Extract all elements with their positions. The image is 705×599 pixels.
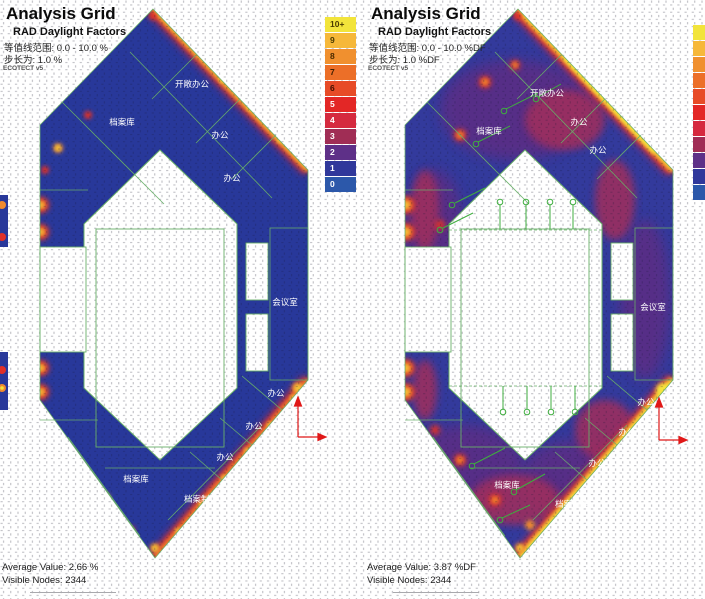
room-label-office: 办公 [223, 173, 241, 183]
legend-swatch [693, 73, 705, 88]
room-labels: 开敞办公 办公 办公 档案库 会议室 办公 办公 办公 档案库 档案制作 [109, 79, 298, 504]
contour-range-label: 等值线范围: 0.0 - 10.0 %DF [369, 43, 486, 54]
room-label-archive: 档案库 [494, 480, 520, 490]
room-label-production: 档案制作 [184, 494, 219, 504]
room-label-office: 办公 [245, 421, 263, 431]
legend-swatch: 0 [325, 177, 356, 192]
analysis-panel-left: 开敞办公 办公 办公 档案库 会议室 办公 办公 办公 档案库 档案制作 Ana… [0, 0, 352, 599]
bottom-rule [393, 592, 479, 593]
axis-marker [654, 396, 689, 445]
room-label-production: 档案制作 [555, 499, 590, 509]
axis-marker [293, 395, 328, 442]
central-courtyard [448, 149, 603, 461]
legend-swatch: 7 [325, 65, 356, 80]
visible-nodes-label: Visible Nodes: 2344 [2, 575, 87, 586]
room-labels: 开敞办公 办公 办公 档案库 会议室 办公 办公 办公 档案库 档案制作 [476, 88, 666, 509]
room-label-office: 办公 [216, 452, 234, 462]
legend-swatch: 9 [325, 33, 356, 48]
legend-swatch-label: 7 [330, 67, 335, 77]
legend-swatch: 5 [325, 97, 356, 112]
west-edge-strip [0, 195, 8, 410]
central-courtyard [83, 149, 238, 461]
room-label-office: 办公 [589, 145, 607, 155]
legend-swatch [693, 153, 705, 168]
daylight-factor-legend-clipped [693, 25, 705, 201]
legend-swatch: 2 [325, 145, 356, 160]
visible-nodes-label: Visible Nodes: 2344 [367, 575, 452, 586]
contour-step-label: 步长为: 1.0 % [4, 55, 63, 66]
legend-swatch: 10+ [325, 17, 356, 32]
room-label-meeting: 会议室 [640, 302, 666, 312]
legend-swatch [693, 185, 705, 200]
room-label-meeting: 会议室 [272, 297, 298, 307]
legend-swatch-label: 1 [330, 163, 335, 173]
contour-range-label: 等值线范围: 0.0 - 10.0 % [4, 43, 109, 54]
room-label-office: 办公 [267, 388, 285, 398]
west-lightwell [39, 246, 87, 353]
analysis-panel-right: 开敞办公 办公 办公 档案库 会议室 办公 办公 办公 档案库 档案制作 Ana… [365, 0, 705, 599]
room-label-office: 办公 [588, 458, 606, 468]
bottom-rule [30, 592, 116, 593]
daylight-factor-legend: 10+ 9 8 7 6 5 4 3 2 1 0 [325, 17, 356, 193]
legend-swatch: 8 [325, 49, 356, 64]
room-label-office: 办公 [211, 130, 229, 140]
meeting-room-slots [245, 242, 269, 372]
room-label-open-office: 开敞办公 [175, 79, 210, 89]
app-version-label: ECOTECT v5 [3, 65, 44, 72]
room-label-archive: 档案库 [476, 126, 502, 136]
legend-swatch-label: 3 [330, 131, 335, 141]
legend-swatch [693, 137, 705, 152]
building-outline [39, 8, 309, 559]
legend-swatch [693, 89, 705, 104]
legend-swatch [693, 121, 705, 136]
legend-swatch: 3 [325, 129, 356, 144]
legend-swatch-label: 5 [330, 99, 335, 109]
legend-swatch-label: 10+ [330, 19, 345, 29]
room-label-archive: 档案库 [123, 474, 149, 484]
app-version-label: ECOTECT v5 [368, 65, 409, 72]
contour-step-label: 步长为: 1.0 %DF [369, 55, 440, 66]
floor-plan-left: 开敞办公 办公 办公 档案库 会议室 办公 办公 办公 档案库 档案制作 [0, 8, 328, 559]
legend-swatch-label: 8 [330, 51, 335, 61]
legend-swatch-label: 0 [330, 179, 335, 189]
west-lightwell [404, 246, 452, 353]
legend-swatch-label: 9 [330, 35, 335, 45]
legend-swatch-label: 2 [330, 147, 335, 157]
floor-plan-right: 开敞办公 办公 办公 档案库 会议室 办公 办公 办公 档案库 档案制作 [404, 8, 689, 559]
legend-swatch: 4 [325, 113, 356, 128]
legend-swatch-label: 6 [330, 83, 335, 93]
building-outline [404, 8, 674, 559]
legend-swatch: 6 [325, 81, 356, 96]
legend-swatch: 1 [325, 161, 356, 176]
legend-swatch [693, 25, 705, 40]
room-label-open-office: 开敞办公 [530, 88, 565, 98]
room-label-office: 办公 [570, 117, 588, 127]
page-title: Analysis Grid [6, 4, 116, 23]
average-value-label: Average Value: 2.66 % [2, 562, 99, 573]
legend-swatch-label: 4 [330, 115, 335, 125]
legend-swatch [693, 41, 705, 56]
legend-swatch [693, 57, 705, 72]
room-label-office: 办公 [618, 427, 636, 437]
page-title: Analysis Grid [371, 4, 481, 23]
legend-swatch [693, 169, 705, 184]
meeting-room-slots [610, 242, 634, 372]
analysis-subtitle: RAD Daylight Factors [13, 26, 127, 38]
sensor-markers [436, 83, 579, 524]
room-label-office: 办公 [637, 397, 655, 407]
analysis-subtitle: RAD Daylight Factors [378, 26, 492, 38]
room-label-archive: 档案库 [109, 117, 135, 127]
average-value-label: Average Value: 3.87 %DF [367, 562, 476, 573]
legend-swatch [693, 105, 705, 120]
